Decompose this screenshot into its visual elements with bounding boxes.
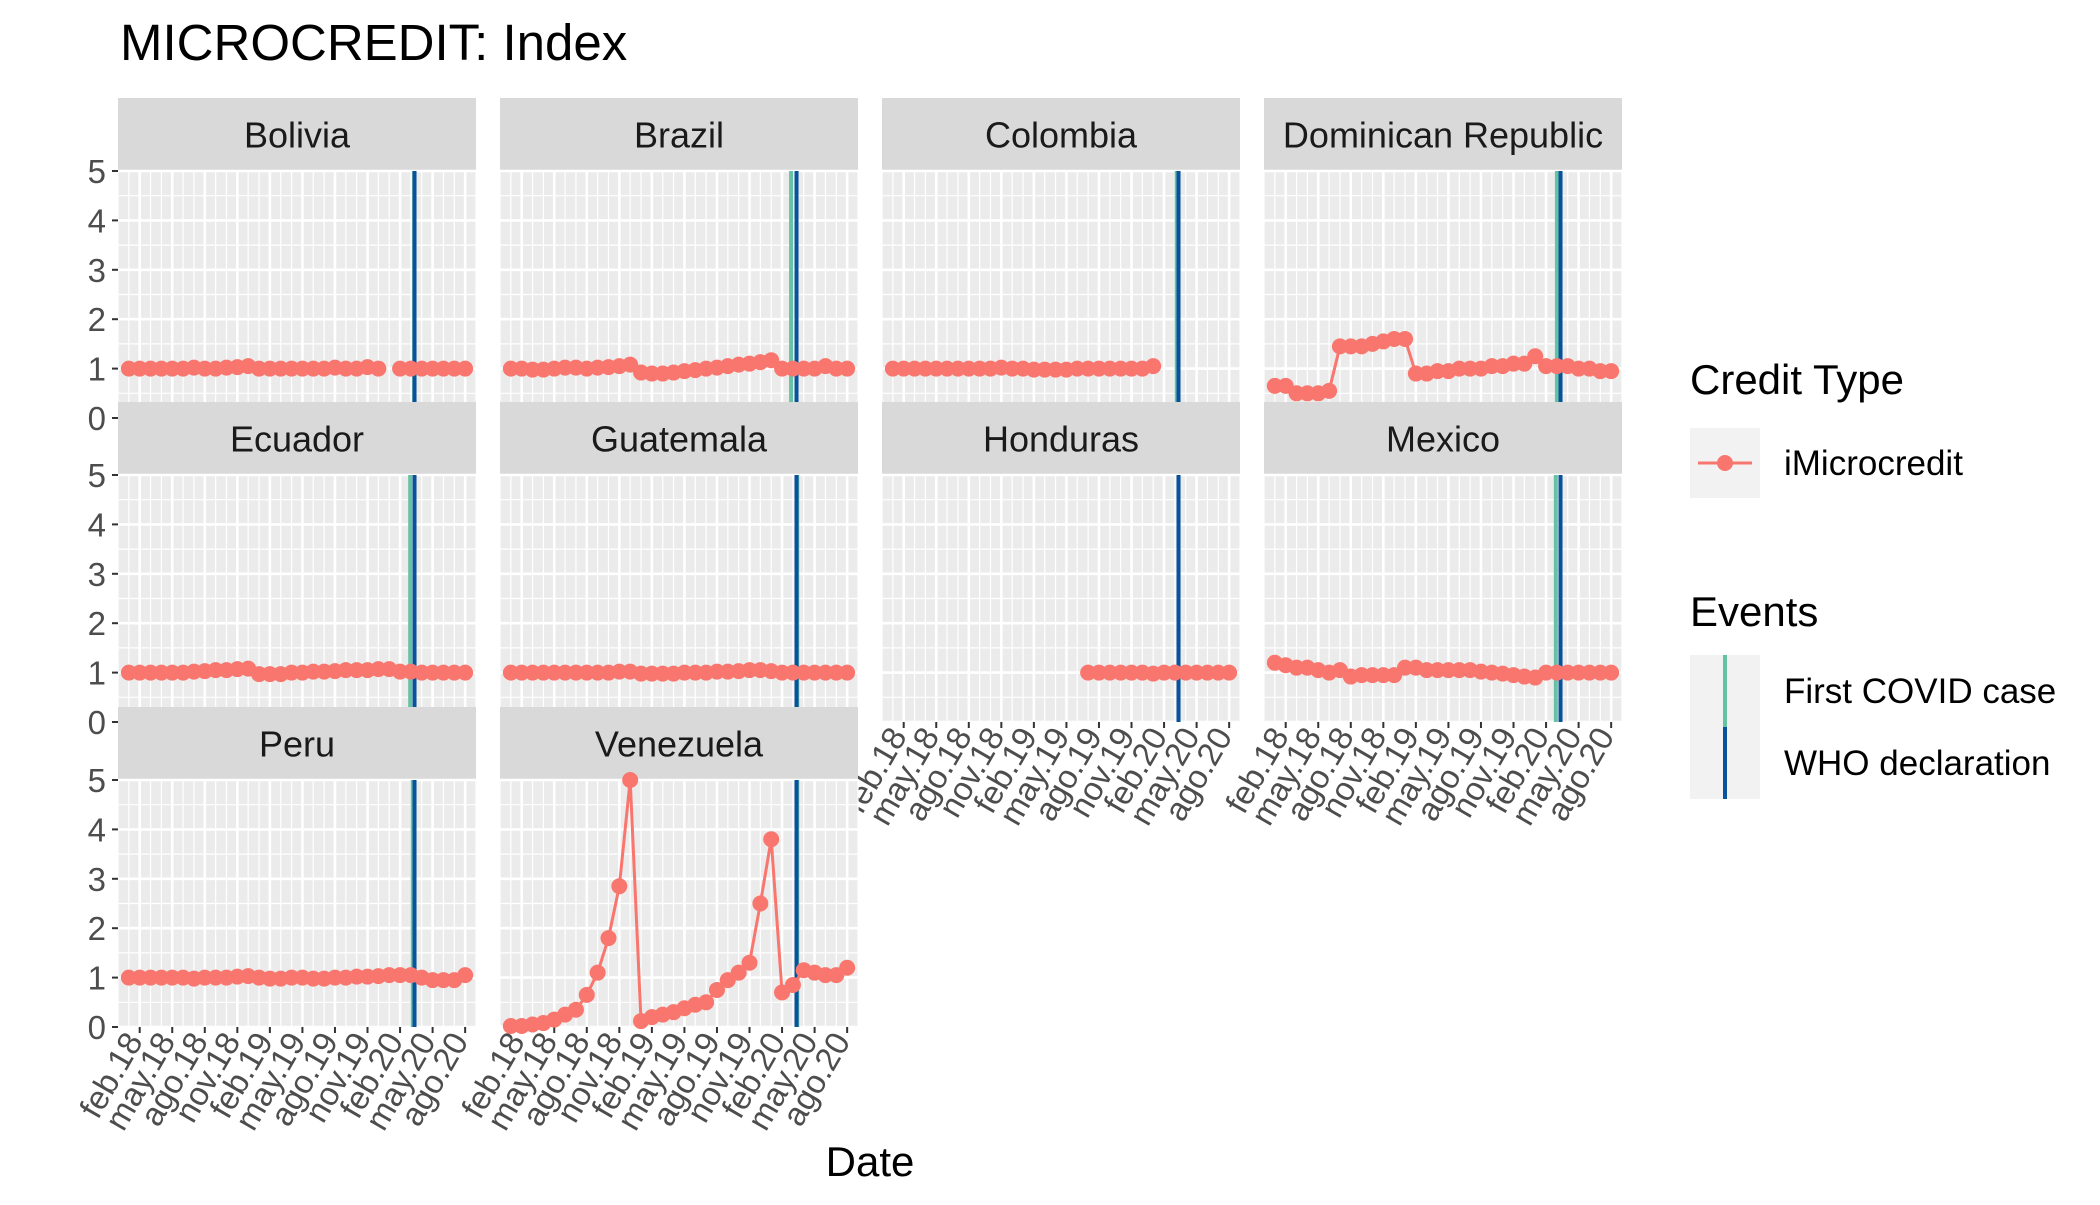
facet-colombia: Colombia [881, 98, 1241, 420]
data-point [457, 967, 474, 984]
data-point [752, 895, 769, 912]
legend-events-title: Events [1690, 588, 1818, 635]
facet-brazil: Brazil [499, 98, 859, 420]
data-point [839, 360, 856, 377]
legend-key-point [1717, 455, 1733, 471]
facet-strip [882, 402, 1240, 475]
y-tick-label: 5 [88, 457, 106, 494]
facet-label: Honduras [983, 419, 1139, 460]
y-tick-label: 2 [88, 301, 106, 338]
data-point [1221, 664, 1238, 681]
y-tick-label: 1 [88, 960, 106, 997]
data-point [741, 954, 758, 971]
data-point [622, 772, 639, 788]
data-point [708, 981, 725, 998]
data-point [1603, 664, 1620, 681]
data-point [763, 352, 780, 369]
y-tick-label: 0 [88, 1009, 106, 1046]
facet-strip [118, 402, 476, 475]
facet-venezuela: Venezuelafeb.18may.18ago.18nov.18feb.19m… [454, 707, 859, 1136]
y-tick-label: 5 [88, 762, 106, 799]
legend-label: First COVID case [1784, 672, 2056, 711]
data-point [370, 360, 387, 377]
facet-ecuador: Ecuador 0 1 2 3 4 5 [88, 402, 477, 741]
data-point [1397, 330, 1414, 347]
y-tick-label: 5 [88, 153, 106, 190]
data-point [1321, 382, 1338, 399]
x-axis-title: Date [826, 1138, 915, 1185]
data-point [611, 878, 628, 895]
legend-label: iMicrocredit [1784, 444, 1963, 483]
data-point [600, 930, 617, 947]
y-tick-label: 4 [88, 811, 106, 848]
facet-label: Colombia [985, 115, 1138, 156]
legend-label: WHO declaration [1784, 744, 2050, 783]
facet-strip [118, 707, 476, 780]
data-point [1145, 358, 1162, 375]
data-point [839, 664, 856, 681]
facet-bolivia: Bolivia 0 1 2 3 4 5 [88, 98, 477, 437]
y-tick-label: 2 [88, 910, 106, 947]
facet-label: Guatemala [591, 419, 768, 460]
y-tick-label: 4 [88, 202, 106, 239]
facet-label: Ecuador [230, 419, 364, 460]
data-point [784, 977, 801, 994]
facet-label: Dominican Republic [1283, 115, 1603, 156]
facet-strip [500, 707, 858, 780]
y-tick-label: 0 [88, 400, 106, 437]
data-point [1603, 363, 1620, 380]
facet-strip [882, 98, 1240, 171]
facet-label: Mexico [1386, 419, 1500, 460]
y-tick-label: 0 [88, 704, 106, 741]
y-tick-label: 4 [88, 506, 106, 543]
y-tick-label: 3 [88, 556, 106, 593]
data-point [457, 360, 474, 377]
facet-strip [118, 98, 476, 171]
facet-strip [1264, 402, 1622, 475]
facet-strip [1264, 98, 1622, 171]
facet-mexico: Mexicofeb.18may.18ago.18nov.18feb.19may.… [1218, 402, 1623, 831]
y-tick-label: 3 [88, 861, 106, 898]
facet-label: Brazil [634, 115, 724, 156]
facet-strip [500, 402, 858, 475]
data-point [730, 964, 747, 981]
y-tick-label: 2 [88, 605, 106, 642]
chart-title: MICROCREDIT: Index [120, 14, 627, 71]
legend-credit-title: Credit Type [1690, 356, 1904, 403]
facet-label: Peru [259, 724, 335, 765]
y-tick-label: 3 [88, 252, 106, 289]
y-tick-label: 1 [88, 351, 106, 388]
data-point [839, 959, 856, 976]
facet-peru: Peru012345feb.18may.18ago.18nov.18feb.19… [72, 707, 477, 1136]
facet-label: Bolivia [244, 115, 351, 156]
data-point [567, 1001, 584, 1018]
data-point [589, 964, 606, 981]
data-point [457, 664, 474, 681]
facet-honduras: Hondurasfeb.18may.18ago.18nov.18feb.19ma… [836, 402, 1241, 831]
data-point [578, 986, 595, 1003]
facet-strip [500, 98, 858, 171]
data-point [1527, 348, 1544, 365]
data-point [698, 994, 715, 1011]
facet-label: Venezuela [595, 724, 764, 765]
facet-dominican-republic: Dominican Republic [1263, 98, 1623, 420]
facet-guatemala: Guatemala [499, 402, 859, 724]
y-tick-label: 1 [88, 655, 106, 692]
data-point [763, 831, 780, 848]
